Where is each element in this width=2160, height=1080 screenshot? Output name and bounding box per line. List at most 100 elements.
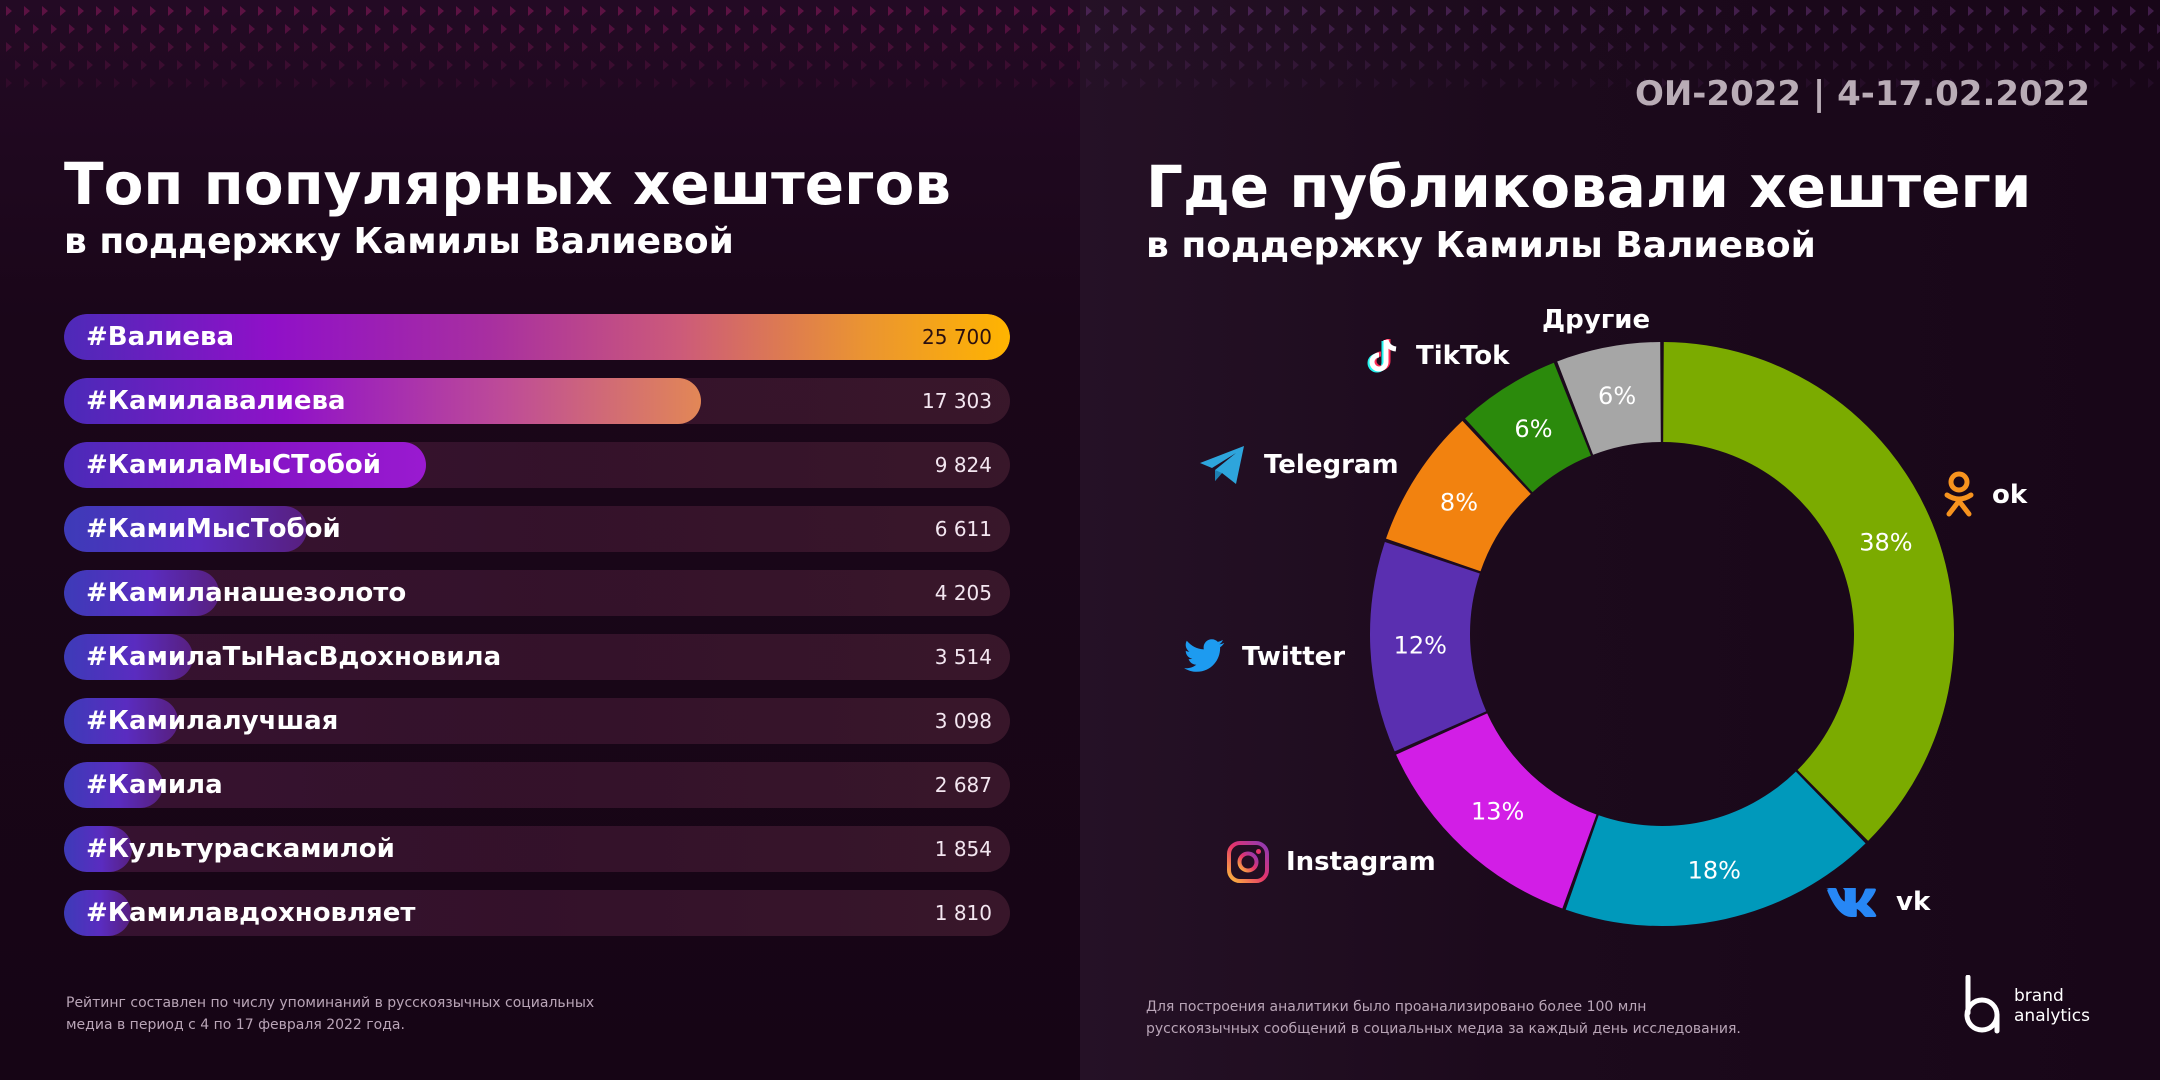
pattern-triangle [1689, 24, 1695, 34]
pattern-triangle [276, 42, 282, 52]
pattern-triangle [1509, 60, 1515, 70]
pattern-triangle [798, 78, 804, 88]
pattern-triangle [636, 6, 642, 16]
pattern-triangle [1338, 78, 1344, 88]
pattern-triangle [114, 78, 120, 88]
pattern-triangle [330, 42, 336, 52]
pattern-triangle [1446, 6, 1452, 16]
pattern-triangle [1032, 78, 1038, 88]
pattern-triangle [609, 60, 615, 70]
pattern-triangle [1329, 24, 1335, 34]
pattern-triangle [645, 24, 651, 34]
pattern-triangle [258, 78, 264, 88]
pattern-triangle [1725, 60, 1731, 70]
pattern-triangle [1905, 60, 1911, 70]
pattern-triangle [384, 6, 390, 16]
pattern-triangle [1887, 24, 1893, 34]
pattern-triangle [1167, 24, 1173, 34]
pattern-triangle [1257, 60, 1263, 70]
pattern-triangle [1878, 78, 1884, 88]
pattern-triangle [906, 6, 912, 16]
pattern-triangle [474, 78, 480, 88]
pattern-triangle [771, 60, 777, 70]
pattern-triangle [87, 60, 93, 70]
pattern-triangle [2112, 42, 2118, 52]
pattern-triangle [438, 6, 444, 16]
pattern-triangle [1455, 60, 1461, 70]
pattern-triangle [1752, 6, 1758, 16]
pattern-triangle [492, 6, 498, 16]
pattern-triangle [1608, 42, 1614, 52]
pattern-triangle [834, 78, 840, 88]
pattern-triangle [69, 60, 75, 70]
pattern-triangle [816, 78, 822, 88]
pattern-triangle [1752, 78, 1758, 88]
pattern-triangle [618, 78, 624, 88]
pattern-triangle [1779, 60, 1785, 70]
pattern-triangle [1752, 42, 1758, 52]
right-subtitle: в поддержку Камилы Валиевой [1146, 225, 1816, 266]
pattern-triangle [1797, 24, 1803, 34]
bar-value: 1 810 [934, 901, 992, 925]
pattern-triangle [528, 42, 534, 52]
pattern-triangle [654, 42, 660, 52]
pattern-triangle [1167, 60, 1173, 70]
bar-label: #Камила [86, 770, 223, 800]
pattern-triangle [1266, 78, 1272, 88]
pattern-triangle [474, 42, 480, 52]
pattern-triangle [474, 6, 480, 16]
pattern-triangle [1626, 6, 1632, 16]
pattern-triangle [1878, 42, 1884, 52]
pattern-triangle [1302, 42, 1308, 52]
pattern-triangle [1392, 6, 1398, 16]
pattern-triangle [933, 60, 939, 70]
pattern-triangle [1239, 24, 1245, 34]
pattern-triangle [942, 6, 948, 16]
pattern-triangle [2004, 78, 2010, 88]
pattern-triangle [870, 6, 876, 16]
pattern-triangle [1050, 42, 1056, 52]
pattern-triangle [1770, 6, 1776, 16]
pattern-triangle [213, 60, 219, 70]
pattern-triangle [564, 78, 570, 88]
pattern-triangle [969, 60, 975, 70]
pattern-triangle [213, 24, 219, 34]
pattern-triangle [42, 6, 48, 16]
pattern-triangle [2013, 60, 2019, 70]
pattern-triangle [978, 6, 984, 16]
pattern-triangle [1869, 24, 1875, 34]
pattern-triangle [744, 6, 750, 16]
pattern-triangle [330, 78, 336, 88]
pattern-triangle [690, 6, 696, 16]
pattern-triangle [222, 78, 228, 88]
bar-label: #Культураскамилой [86, 834, 395, 864]
pattern-triangle [2139, 60, 2145, 70]
pattern-triangle [303, 60, 309, 70]
pattern-triangle [1410, 6, 1416, 16]
pattern-triangle [555, 60, 561, 70]
pattern-triangle [744, 42, 750, 52]
pattern-triangle [6, 78, 12, 88]
pattern-triangle [1383, 24, 1389, 34]
pattern-triangle [1581, 60, 1587, 70]
pattern-triangle [294, 78, 300, 88]
pattern-triangle [645, 60, 651, 70]
pattern-triangle [1536, 78, 1542, 88]
pattern-triangle [1563, 60, 1569, 70]
pattern-triangle [1995, 24, 2001, 34]
pattern-triangle [1320, 6, 1326, 16]
odnoklassniki-icon [1944, 471, 1974, 517]
pattern-triangle [483, 60, 489, 70]
pattern-triangle [1968, 42, 1974, 52]
pattern-triangle [96, 78, 102, 88]
pattern-triangle [780, 78, 786, 88]
pattern-triangle [1194, 78, 1200, 88]
donut-slice [1370, 542, 1487, 752]
pattern-triangle [1203, 60, 1209, 70]
pattern-triangle [789, 24, 795, 34]
left-title: Топ популярных хештегов [64, 150, 951, 218]
pattern-triangle [393, 24, 399, 34]
pattern-triangle [1680, 78, 1686, 88]
legend-telegram: Telegram [1198, 443, 1399, 487]
pattern-triangle [141, 60, 147, 70]
